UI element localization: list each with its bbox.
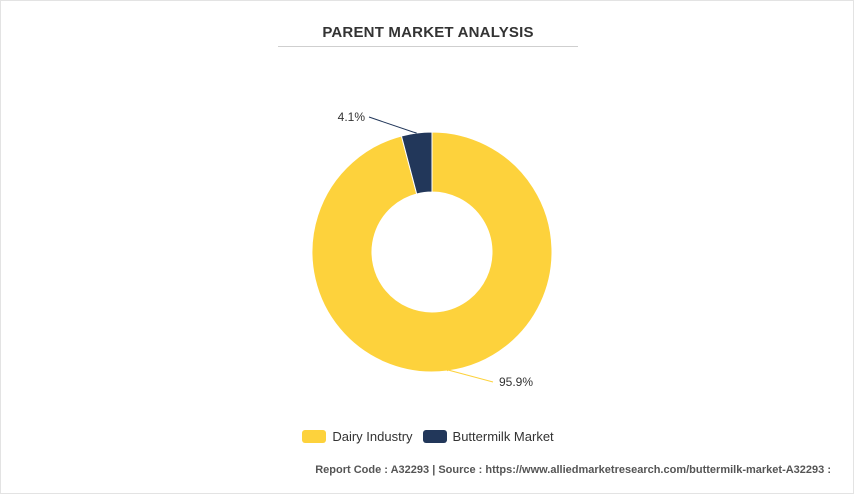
data-label-buttermilk-market: 4.1% [338,110,366,124]
donut-slice-buttermilk-market[interactable] [400,131,433,195]
legend-swatch-dairy-industry [302,430,327,443]
slice-callouts: 95.9% 4.1% [338,110,534,389]
callout-line-buttermilk-market [368,116,417,134]
chart-title: PARENT MARKET ANALYSIS [322,24,534,41]
chart-legend: Dairy Industry Buttermilk Market [1,429,854,444]
title-underline [278,46,578,47]
legend-label-dairy-industry: Dairy Industry [332,429,413,444]
donut-slices [311,131,553,373]
donut-slice-dairy-industry[interactable] [311,131,553,373]
legend-item-buttermilk-market[interactable]: Buttermilk Market [422,429,554,444]
callout-line-dairy-industry [446,369,494,383]
data-label-dairy-industry: 95.9% [499,375,533,389]
legend-item-dairy-industry[interactable]: Dairy Industry [302,429,413,444]
legend-swatch-buttermilk-market [422,430,447,443]
source-footer: Report Code : A32293 | Source : https://… [315,464,831,476]
legend-label-buttermilk-market: Buttermilk Market [452,429,554,444]
